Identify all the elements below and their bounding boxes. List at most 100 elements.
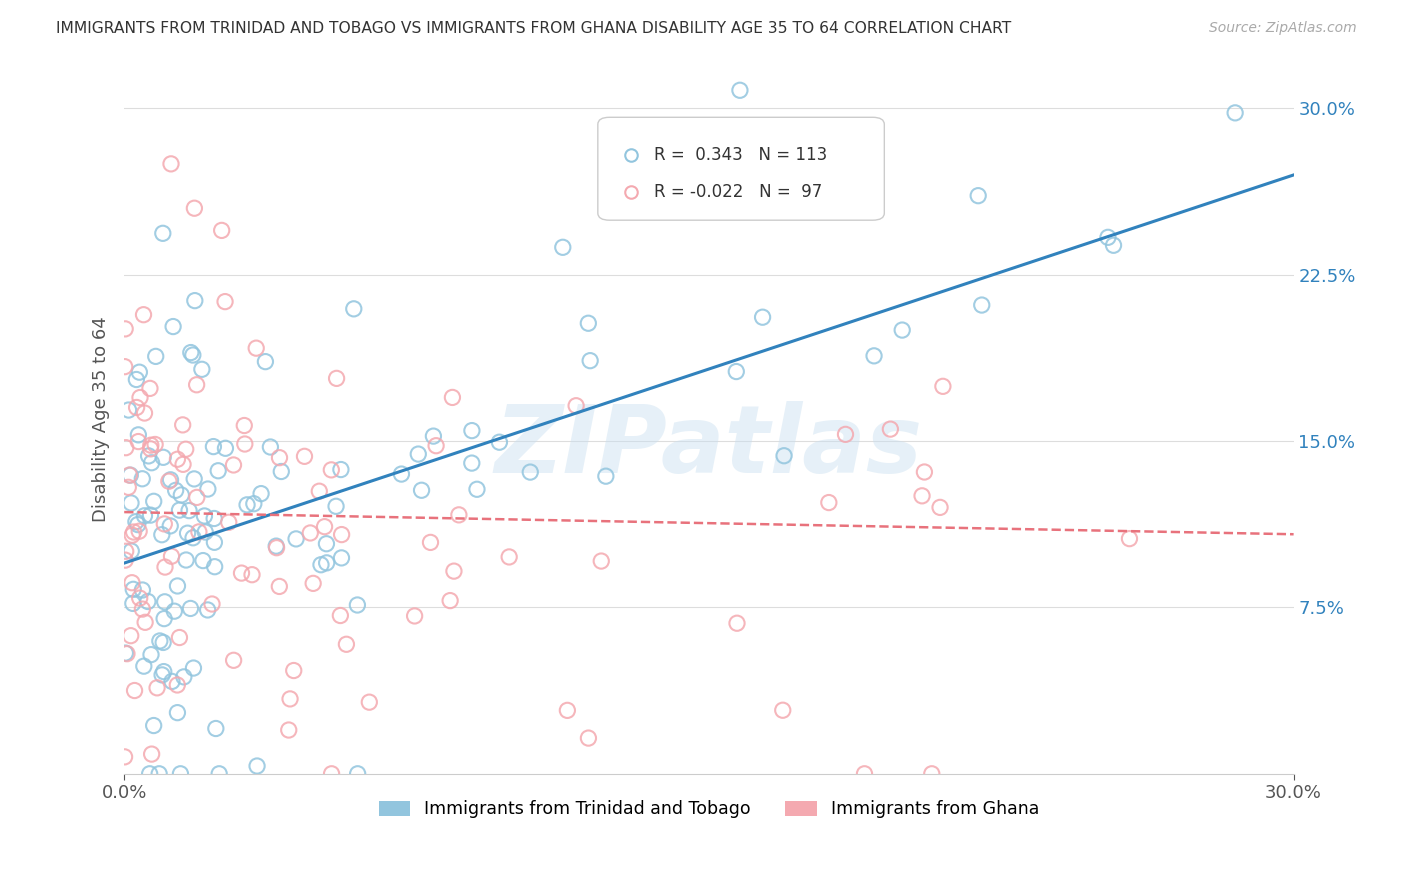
Point [269, 579, 291, 593]
Point [921, 766, 943, 780]
Point [772, 703, 794, 717]
Text: IMMIGRANTS FROM TRINIDAD AND TOBAGO VS IMMIGRANTS FROM GHANA DISABILITY AGE 35 T: IMMIGRANTS FROM TRINIDAD AND TOBAGO VS I… [56, 21, 1011, 36]
Point [591, 554, 613, 568]
Point [176, 526, 198, 541]
Point [166, 452, 188, 467]
Point [970, 298, 993, 312]
Point [179, 601, 201, 615]
Point [308, 484, 330, 499]
Point [243, 497, 266, 511]
Point [214, 442, 236, 456]
Point [122, 582, 145, 597]
Point [299, 525, 322, 540]
Point [315, 556, 337, 570]
Point [191, 553, 214, 567]
Y-axis label: Disability Age 35 to 64: Disability Age 35 to 64 [93, 316, 110, 522]
Point [127, 428, 149, 442]
Point [346, 598, 368, 612]
Point [233, 418, 256, 433]
Point [132, 659, 155, 673]
Point [283, 664, 305, 678]
Text: ZIPatlas: ZIPatlas [495, 401, 922, 493]
Point [174, 553, 197, 567]
Point [157, 474, 180, 488]
Point [233, 437, 256, 451]
Point [197, 603, 219, 617]
Point [152, 450, 174, 465]
Point [174, 442, 197, 457]
Point [117, 480, 139, 494]
Point [346, 766, 368, 780]
Point [125, 372, 148, 386]
Point [131, 602, 153, 616]
Point [359, 695, 381, 709]
Text: R =  0.343   N = 113: R = 0.343 N = 113 [654, 146, 827, 164]
Point [254, 354, 277, 368]
Point [853, 766, 876, 780]
Point [551, 240, 574, 254]
Point [169, 631, 191, 645]
Point [134, 615, 156, 630]
Point [150, 668, 173, 682]
Point [142, 718, 165, 732]
Point [818, 495, 841, 509]
Point [498, 549, 520, 564]
Point [117, 403, 139, 417]
Point [205, 722, 228, 736]
Point [138, 449, 160, 463]
Point [139, 442, 162, 456]
Point [132, 308, 155, 322]
Point [139, 381, 162, 395]
Point [183, 661, 205, 675]
Point [159, 519, 181, 533]
Point [1223, 106, 1246, 120]
Point [127, 517, 149, 532]
Point [173, 670, 195, 684]
Point [134, 406, 156, 420]
Point [128, 365, 150, 379]
Point [124, 683, 146, 698]
Point [302, 576, 325, 591]
Point [166, 579, 188, 593]
Point [152, 227, 174, 241]
Point [148, 766, 170, 780]
Point [169, 766, 191, 780]
Point [172, 417, 194, 432]
Point [1118, 532, 1140, 546]
Point [565, 399, 588, 413]
Point [141, 747, 163, 761]
Point [725, 616, 748, 631]
Point [114, 441, 136, 455]
Point [911, 489, 934, 503]
Point [197, 482, 219, 496]
Point [180, 345, 202, 359]
Point [202, 535, 225, 549]
Point [153, 560, 176, 574]
Point [120, 629, 142, 643]
Point [891, 323, 914, 337]
Point [138, 766, 160, 780]
Point [419, 535, 441, 549]
Point [114, 749, 136, 764]
Point [773, 449, 796, 463]
FancyBboxPatch shape [598, 117, 884, 220]
Point [519, 465, 541, 479]
Point [165, 483, 187, 498]
Point [121, 575, 143, 590]
Point [461, 456, 484, 470]
Point [139, 438, 162, 452]
Point [163, 604, 186, 618]
Point [184, 293, 207, 308]
Point [725, 365, 748, 379]
Point [932, 379, 955, 393]
Point [329, 608, 352, 623]
Point [443, 564, 465, 578]
Point [325, 371, 347, 385]
Point [191, 362, 214, 376]
Point [201, 597, 224, 611]
Point [321, 766, 343, 780]
Point [160, 157, 183, 171]
Point [441, 391, 464, 405]
Point [208, 766, 231, 780]
Point [222, 458, 245, 472]
